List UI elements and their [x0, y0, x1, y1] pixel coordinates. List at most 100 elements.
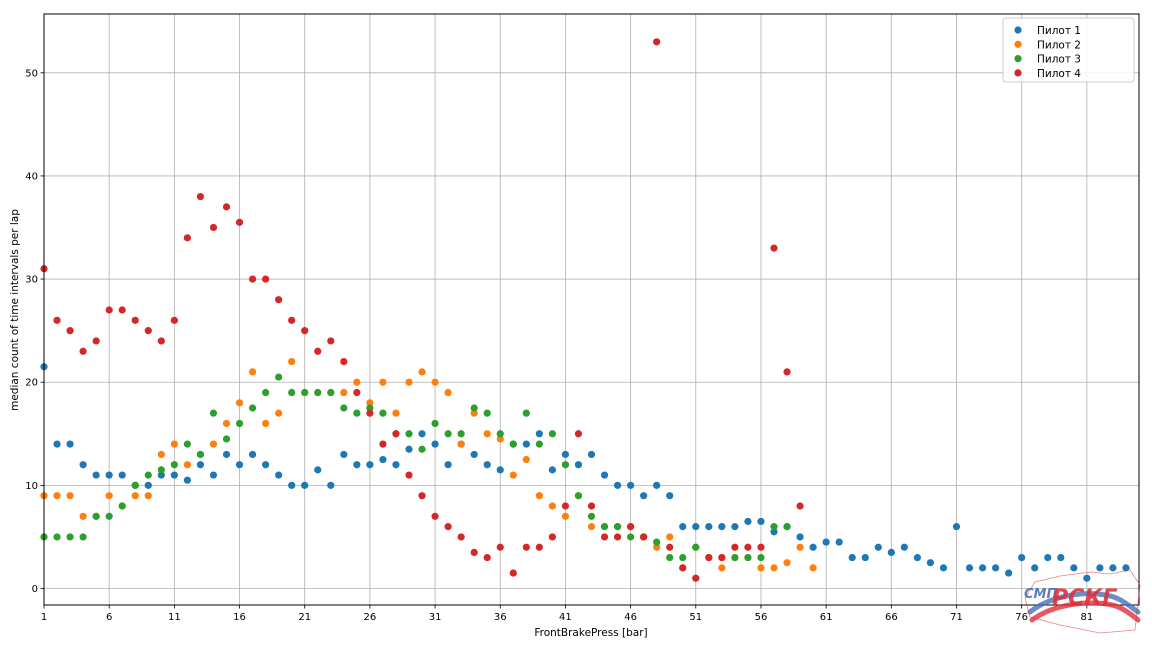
data-point: [262, 275, 270, 283]
legend-label: Пилот 1: [1037, 25, 1081, 37]
data-point: [301, 388, 309, 397]
data-point: [444, 461, 452, 469]
data-point: [340, 404, 348, 412]
data-point: [535, 543, 543, 551]
x-tick-label: 41: [559, 612, 572, 623]
data-point: [587, 523, 596, 531]
data-point: [835, 538, 843, 546]
data-point: [483, 461, 491, 469]
data-point: [613, 481, 622, 489]
logo-map-outline: [1024, 569, 1141, 634]
data-point: [196, 450, 205, 459]
data-point: [444, 430, 452, 438]
data-point: [561, 461, 570, 469]
data-point: [418, 492, 426, 500]
data-point: [718, 564, 726, 572]
data-point: [496, 543, 504, 551]
data-point: [718, 523, 726, 531]
data-point: [627, 481, 635, 489]
data-point: [1083, 574, 1091, 582]
data-point: [66, 533, 74, 541]
data-point: [340, 450, 348, 459]
data-point: [874, 543, 882, 551]
data-point: [470, 450, 478, 459]
x-tick-label: 76: [1015, 612, 1028, 623]
x-tick-label: 81: [1080, 612, 1093, 623]
data-point: [301, 481, 309, 489]
data-point: [79, 347, 87, 355]
data-point: [796, 502, 804, 510]
data-point: [92, 471, 100, 479]
data-point: [770, 528, 778, 536]
data-point: [66, 492, 74, 500]
data-point: [744, 543, 752, 551]
data-point: [366, 404, 374, 412]
data-point: [209, 471, 218, 479]
data-point: [235, 419, 244, 428]
data-point: [144, 327, 152, 335]
data-point: [587, 450, 596, 459]
data-point: [861, 553, 869, 562]
data-point: [770, 244, 778, 252]
data-point: [288, 357, 296, 366]
data-point: [196, 192, 205, 201]
data-point: [379, 378, 387, 386]
data-point: [548, 430, 556, 438]
data-point: [144, 492, 152, 500]
logo-swoosh-red: [1029, 600, 1141, 623]
logo-text-smp: СМП: [1024, 587, 1057, 602]
data-point: [157, 337, 165, 345]
data-point: [262, 419, 270, 428]
data-point: [366, 399, 374, 407]
data-point: [209, 440, 218, 448]
data-point: [405, 378, 413, 386]
data-point: [666, 492, 674, 500]
x-axis-label: FrontBrakePress [bar]: [534, 627, 647, 639]
x-tick-label: 61: [820, 612, 833, 623]
data-point: [170, 316, 178, 324]
x-tick-label: 56: [755, 612, 768, 623]
data-point: [196, 461, 205, 469]
data-point: [600, 523, 609, 531]
data-point: [809, 564, 817, 572]
data-point: [679, 523, 687, 531]
data-point: [653, 543, 661, 551]
data-point: [209, 409, 218, 417]
data-point: [288, 388, 296, 397]
data-point: [731, 553, 739, 562]
data-point: [92, 512, 100, 520]
x-tick-label: 1: [41, 612, 47, 623]
data-point: [653, 481, 661, 489]
legend-label: Пилот 2: [1037, 39, 1081, 51]
data-point: [392, 461, 400, 469]
x-tick-label: 21: [298, 612, 311, 623]
data-point: [131, 481, 139, 489]
data-point: [457, 440, 465, 448]
data-point: [574, 461, 583, 469]
data-point: [483, 553, 491, 562]
data-point: [157, 450, 165, 459]
data-point: [248, 275, 257, 283]
data-point: [522, 455, 530, 464]
data-point: [470, 409, 478, 417]
y-axis-label: median count of time intervals per lap: [9, 209, 21, 411]
data-point: [222, 203, 231, 211]
data-point: [183, 234, 191, 242]
data-point: [275, 409, 283, 417]
series-4: [40, 38, 804, 582]
data-point: [496, 466, 504, 474]
data-point: [757, 553, 765, 562]
data-point: [353, 409, 361, 417]
data-point: [327, 481, 335, 489]
data-point: [444, 388, 452, 397]
data-point: [222, 450, 231, 459]
data-point: [666, 553, 674, 562]
data-point: [327, 388, 335, 397]
data-point: [118, 306, 126, 314]
data-point: [262, 388, 270, 397]
data-point: [418, 445, 426, 453]
x-tick-label: 26: [364, 612, 377, 623]
data-point: [640, 533, 648, 541]
data-point: [887, 548, 895, 556]
